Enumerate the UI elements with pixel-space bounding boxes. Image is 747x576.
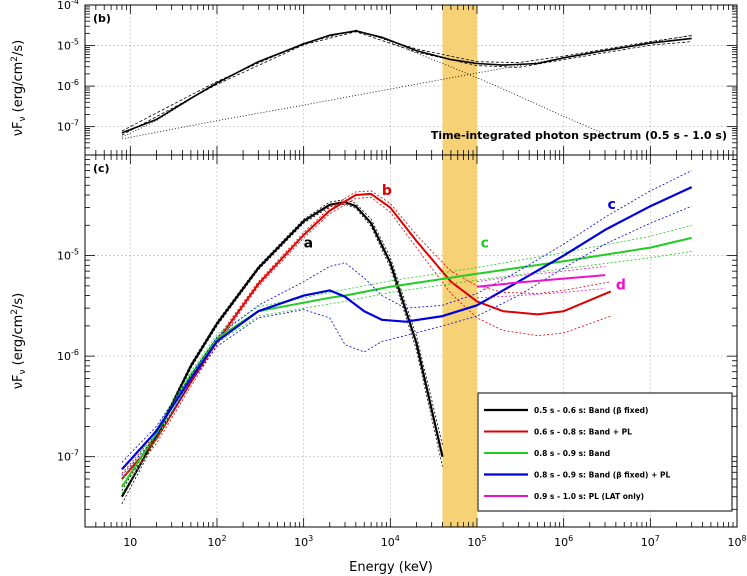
series-0-line <box>120 201 444 498</box>
panel-c-ticks: 10-710-610-510 102 103 104 105 106 107 108 <box>57 154 747 549</box>
y-tick-label: 10-5 <box>57 38 79 53</box>
tick-base: 10 <box>57 0 71 12</box>
series-4-upper-bound <box>476 266 606 283</box>
y-label-sup: 2 <box>10 56 20 62</box>
tick-exponent: 6 <box>568 534 573 543</box>
y-label-units: (erg/cm <box>11 315 26 370</box>
legend-label: 0.9 s - 1.0 s: PL (LAT only) <box>534 492 644 501</box>
tick-exponent: 4 <box>395 534 400 543</box>
y-label-end: /s) <box>11 293 26 309</box>
x-axis-label: Energy (keV) <box>349 560 433 575</box>
tick-base: 10 <box>57 80 71 93</box>
x-tick-label: 107 <box>641 534 660 549</box>
series-3-line <box>121 29 692 132</box>
y-tick-label: 10-5 <box>57 248 79 263</box>
y-label-nu-sub: ν <box>18 116 28 121</box>
tick-exponent: -7 <box>71 119 79 128</box>
tick-base: 10 <box>57 121 71 134</box>
y-label-nuf: νF <box>11 122 26 137</box>
panel-b: 10-710-610-510-4 (b) Time-integrated pho… <box>10 0 738 156</box>
panel-b-label: (b) <box>93 12 111 25</box>
tick-exponent: 7 <box>655 534 660 543</box>
y-label-nu-sub: ν <box>18 369 28 374</box>
curve-letter-a: a <box>304 236 313 252</box>
y-tick-label: 10-7 <box>57 449 79 464</box>
legend-label: 0.8 s - 0.9 s: Band (β fixed) + PL <box>534 471 670 480</box>
y-label-units: (erg/cm <box>11 62 26 117</box>
series-2-lower-bound <box>121 251 692 494</box>
tick-base: 10 <box>554 536 568 549</box>
series-4-line <box>476 274 606 288</box>
x-tick-label: 102 <box>207 534 226 549</box>
y-tick-label: 10-6 <box>57 78 79 93</box>
tick-base: 10 <box>57 451 71 464</box>
panel-b-annotation: Time-integrated photon spectrum (0.5 s -… <box>431 129 727 142</box>
series-2-line <box>121 236 692 488</box>
tick-exponent: 5 <box>481 534 486 543</box>
tick-base: 10 <box>641 536 655 549</box>
panel-b-highlight-band <box>442 5 477 155</box>
tick-base: 10 <box>467 536 481 549</box>
tick-exponent: -6 <box>71 348 79 357</box>
panel-c-frame <box>84 154 738 528</box>
curve-letter-d: d <box>616 277 626 293</box>
series-2-line <box>121 34 692 140</box>
x-tick-label: 10 <box>123 536 137 549</box>
series-3-upper-bound <box>121 170 692 463</box>
y-label-end: /s) <box>11 40 26 56</box>
tick-base: 10 <box>207 536 221 549</box>
series-2-upper-bound <box>121 224 692 481</box>
legend-label: 0.6 s - 0.8 s: Band + PL <box>534 428 632 437</box>
panel-c-y-axis-label: νFν (erg/cm2/s) <box>10 293 28 390</box>
y-tick-label: 10-6 <box>57 348 79 363</box>
tick-exponent: -4 <box>71 0 79 6</box>
tick-exponent: -5 <box>71 248 79 257</box>
curve-letter-b: b <box>382 183 392 199</box>
tick-base: 10 <box>123 536 137 549</box>
series-4-lower-bound <box>476 288 606 299</box>
series-1-line <box>121 30 606 138</box>
tick-exponent: 8 <box>741 534 746 543</box>
panel-b-ticks: 10-710-610-510-4 <box>57 0 738 156</box>
x-tick-label: 103 <box>294 534 313 549</box>
legend-label: 0.8 s - 0.9 s: Band <box>534 449 610 458</box>
series-3-line <box>121 186 693 471</box>
x-tick-label: 105 <box>467 534 486 549</box>
panel-c: 10-710-610-510 102 103 104 105 106 107 108 abcc… <box>10 154 747 575</box>
x-tick-label: 106 <box>554 534 573 549</box>
tick-base: 10 <box>57 250 71 263</box>
panel-c-series <box>120 170 693 504</box>
x-tick-label: 108 <box>727 534 746 549</box>
tick-base: 10 <box>57 350 71 363</box>
series-0-upper-bound <box>121 199 443 491</box>
tick-exponent: -6 <box>71 78 79 87</box>
tick-exponent: 3 <box>308 534 313 543</box>
curve-letter-c: c <box>481 236 489 252</box>
legend-label: 0.5 s - 0.6 s: Band (β fixed) <box>534 406 648 415</box>
curve-letter-c: c <box>607 197 615 213</box>
x-tick-label: 104 <box>381 534 400 549</box>
y-label-nuf: νF <box>11 375 26 390</box>
y-label-sup: 2 <box>10 309 20 315</box>
legend: 0.5 s - 0.6 s: Band (β fixed) 0.6 s - 0.8… <box>477 392 733 512</box>
tick-base: 10 <box>381 536 395 549</box>
tick-exponent: -7 <box>71 449 79 458</box>
tick-exponent: 2 <box>221 534 226 543</box>
tick-base: 10 <box>57 40 71 53</box>
series-4-line <box>121 31 692 136</box>
panel-b-series <box>121 29 692 140</box>
panel-c-highlight-band <box>442 155 477 527</box>
tick-base: 10 <box>294 536 308 549</box>
y-tick-label: 10-7 <box>57 119 79 134</box>
tick-exponent: -5 <box>71 38 79 47</box>
series-3-lower-bound <box>121 205 692 476</box>
panel-c-label: (c) <box>93 162 110 175</box>
panel-b-y-axis-label: νFν (erg/cm2/s) <box>10 40 28 137</box>
panel-c-curve-letters: a b c c d <box>304 183 626 293</box>
y-tick-label: 10-4 <box>57 0 79 12</box>
tick-base: 10 <box>727 536 741 549</box>
